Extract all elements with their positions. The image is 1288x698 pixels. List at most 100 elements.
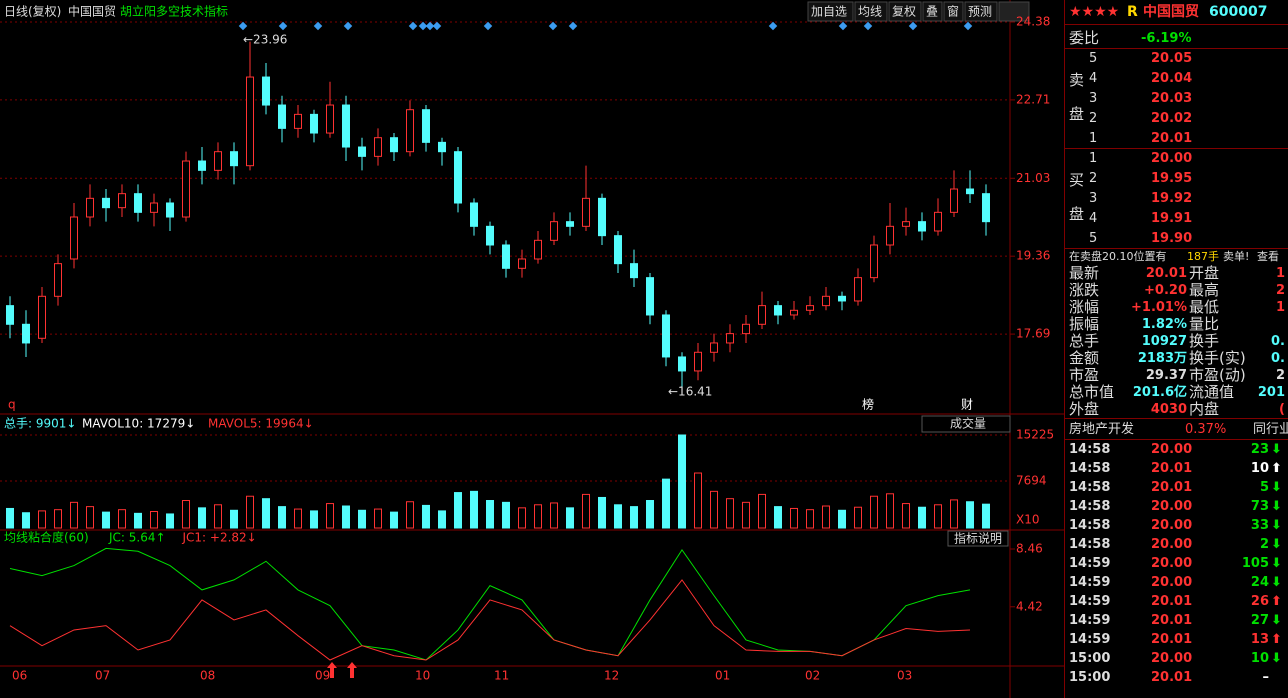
candle-body <box>70 216 78 260</box>
period: 日线(复权) <box>4 5 61 19</box>
stat-value: 201 <box>1257 385 1285 400</box>
tick-price: 20.01 <box>1151 461 1193 476</box>
level: 3 <box>1089 91 1098 106</box>
stat-label: 总市值 <box>1069 384 1115 401</box>
tick-time: 14:58 <box>1069 442 1111 457</box>
background <box>0 0 1064 698</box>
tick-arrow: ⬇ <box>1271 537 1282 552</box>
volume-bar <box>262 498 270 529</box>
stat-value: 0. <box>1271 351 1285 366</box>
stat-label: 外盘 <box>1069 401 1100 418</box>
volume-bar <box>374 508 382 529</box>
volume-bar <box>454 492 462 529</box>
candle-body <box>662 314 670 358</box>
unit-label: X10 <box>1016 513 1040 527</box>
price: 20.02 <box>1151 111 1193 126</box>
volume-legend: 总手: 9901↓ <box>4 417 76 431</box>
candle-body <box>358 146 366 157</box>
candle-body <box>950 188 958 213</box>
signal-arrow <box>327 662 337 678</box>
toolbar-button[interactable]: 叠 <box>926 5 938 19</box>
wb-label: 委比 <box>1069 30 1100 47</box>
selector[interactable] <box>921 415 1011 433</box>
volume-bar <box>550 502 558 529</box>
stat-value: 0. <box>1271 334 1285 349</box>
candle-body <box>22 323 30 344</box>
volume-bar <box>662 478 670 529</box>
stat-label: 换手 <box>1189 333 1220 350</box>
x-tick-label: 07 <box>95 669 110 683</box>
level: 1 <box>1089 151 1098 166</box>
toolbar-button-bg <box>807 1 854 22</box>
stat-value: +0.20 <box>1144 283 1187 298</box>
stat-value: 2183万 <box>1137 351 1187 366</box>
candle-body <box>854 277 862 302</box>
candle-body <box>534 239 542 260</box>
tick-time: 14:59 <box>1069 556 1111 571</box>
toolbar-button[interactable]: 均线 <box>858 5 882 19</box>
notice[interactable]: 查看 <box>1257 250 1279 263</box>
button[interactable] <box>947 530 1009 547</box>
toolbar-button-bg <box>964 1 998 22</box>
stat-label: 市盈(动) <box>1189 367 1246 384</box>
y-tick-label: 4.42 <box>1016 599 1043 613</box>
x-tick-label: 09 <box>315 669 330 683</box>
volume-bar <box>902 503 910 529</box>
volume-legend: MAVOL5: 19964↓ <box>208 417 314 431</box>
tick-volume: 10 <box>1250 651 1269 666</box>
volume-bar <box>278 506 286 529</box>
volume-bar <box>390 511 398 529</box>
candle-body <box>518 258 526 269</box>
title-code: 600007 <box>1209 4 1268 20</box>
tick-volume: – <box>1262 670 1270 685</box>
tick-time: 14:59 <box>1069 613 1111 628</box>
volume-bar <box>694 472 702 529</box>
y-tick-label: 17.69 <box>1016 327 1050 341</box>
volume-bar <box>582 493 590 529</box>
tick-arrow: ⬇ <box>1271 575 1282 590</box>
price: 19.92 <box>1151 191 1193 206</box>
corner: q <box>8 398 16 412</box>
toolbar-button[interactable]: 预测 <box>968 5 992 19</box>
candle-body <box>214 151 222 171</box>
sector-compare[interactable]: 同行业比 <box>1253 422 1288 437</box>
stat-label: 最新 <box>1069 265 1100 282</box>
candle-body <box>630 263 638 279</box>
candle-body <box>422 109 430 143</box>
tick-time: 14:58 <box>1069 480 1111 495</box>
toolbar-button[interactable] <box>998 1 1030 22</box>
toolbar-button[interactable]: 窗 <box>947 5 959 19</box>
toolbar-button[interactable]: 复权 <box>892 5 916 19</box>
signal-diamond <box>483 21 493 31</box>
candle-body <box>342 104 350 148</box>
toolbar-button[interactable]: 加自选 <box>811 5 847 19</box>
tick-volume: 5 <box>1259 480 1269 495</box>
tick-time: 14:58 <box>1069 518 1111 533</box>
indicator-legend: 均线粘合度(60) <box>4 530 89 545</box>
stat-label: 内盘 <box>1189 401 1220 418</box>
volume-bar <box>166 513 174 529</box>
volume-bar <box>326 503 334 529</box>
level: 5 <box>1089 51 1098 66</box>
stat-label: 开盘 <box>1189 265 1220 282</box>
x-tick-label: 06 <box>12 669 27 683</box>
volume-bar <box>982 503 990 529</box>
tick-price: 20.01 <box>1151 613 1193 628</box>
tick-price: 20.01 <box>1151 632 1193 647</box>
candle-body <box>774 305 782 316</box>
chart-area: 日线(复权) 中国国贸 胡立阳多空技术指标 q 加自选 均线 复权叠窗预测 24.38… <box>0 0 1064 698</box>
volume-bar <box>502 501 510 529</box>
candle-body <box>966 188 974 195</box>
volume-bar <box>22 512 30 529</box>
volume-bar <box>486 500 494 529</box>
line <box>1065 418 1288 419</box>
y-tick-label: 7694 <box>1016 474 1047 488</box>
candle-body <box>726 333 734 344</box>
buy-label: 盘 <box>1069 206 1085 223</box>
line <box>1065 439 1288 440</box>
stat-label: 最低 <box>1189 299 1220 316</box>
buy-label: 买 <box>1069 172 1085 189</box>
level: 1 <box>1089 131 1098 146</box>
volume-bar <box>774 506 782 529</box>
candle-body <box>982 193 990 223</box>
